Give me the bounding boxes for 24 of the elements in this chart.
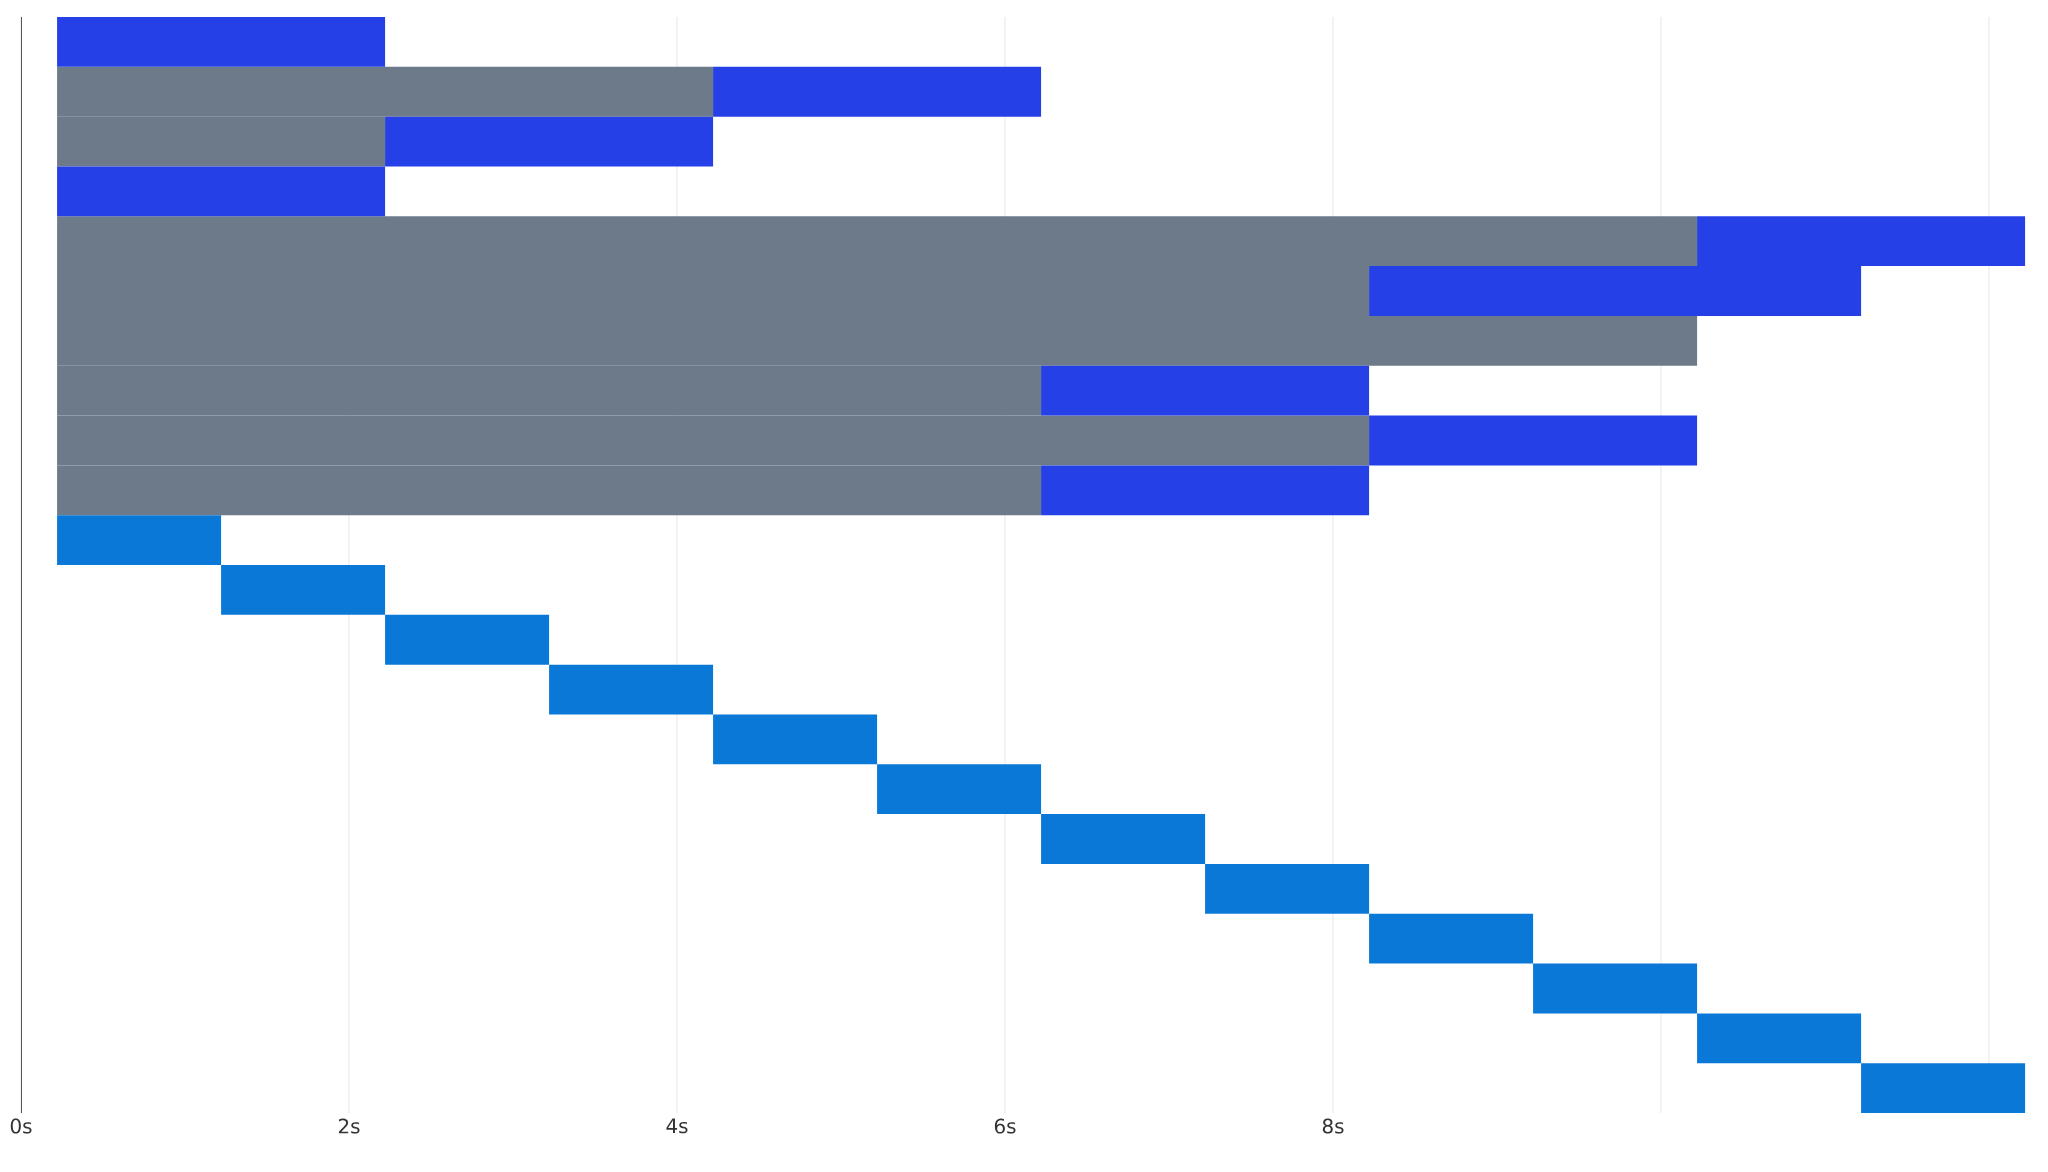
- bar: [1205, 863, 1370, 914]
- bar: [1369, 913, 1534, 964]
- bar: [877, 764, 1042, 815]
- bar: [1697, 1013, 1862, 1064]
- bar: [57, 17, 386, 67]
- bar: [221, 565, 386, 615]
- bar: [1369, 415, 1698, 466]
- x-tick-label: 6s: [994, 1118, 1016, 1134]
- bar: [549, 664, 714, 715]
- bar: [385, 614, 550, 665]
- bar: [1041, 814, 1206, 864]
- bar: [1533, 963, 1698, 1014]
- bar: [57, 515, 222, 566]
- bar: [1861, 1063, 2026, 1114]
- bar: [713, 66, 1042, 117]
- x-tick-label: 8s: [1322, 1118, 1344, 1134]
- bar: [713, 714, 878, 765]
- bar: [1041, 465, 1370, 516]
- x-tick-label: 0s: [10, 1118, 32, 1134]
- bar: [57, 166, 386, 217]
- x-tick-label: 2s: [338, 1118, 360, 1134]
- bar: [385, 116, 714, 167]
- bar: [1041, 365, 1370, 416]
- x-tick-label: 4s: [666, 1118, 688, 1134]
